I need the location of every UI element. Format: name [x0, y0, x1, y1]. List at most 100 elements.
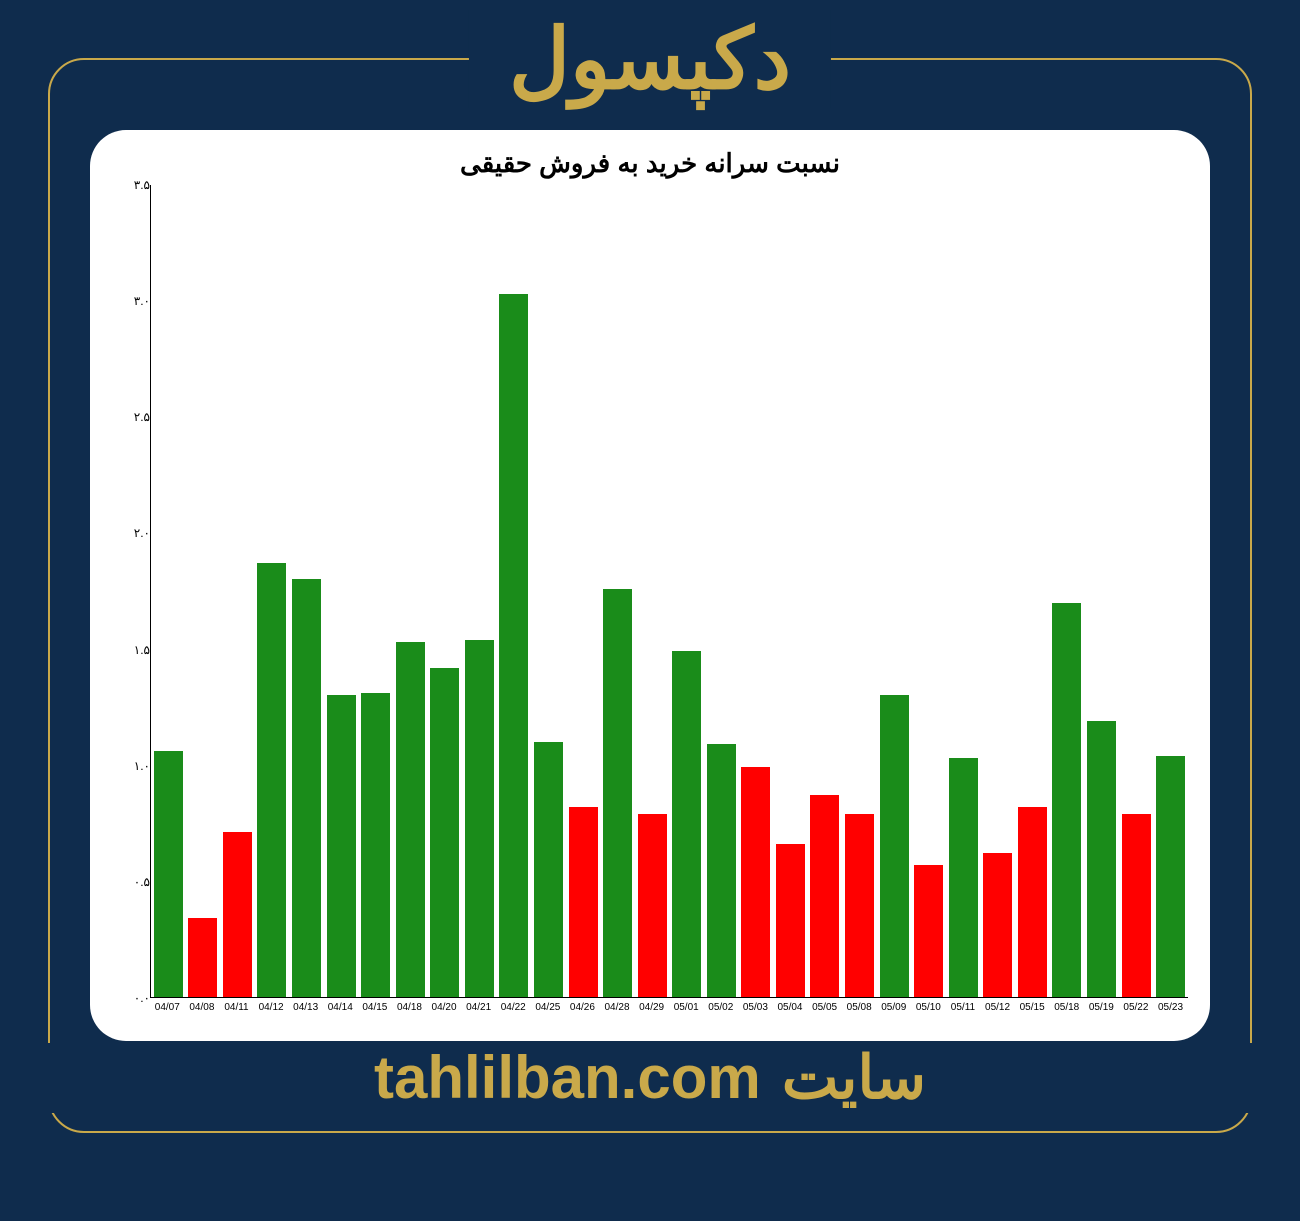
- chart-panel: نسبت سرانه خرید به فروش حقیقی ۰.۰ ۰.۵ ۱.۰ ۱…: [90, 130, 1210, 1041]
- y-tick: ۲.۵: [134, 410, 150, 424]
- bar-slot: [566, 185, 601, 997]
- plot-area: [150, 185, 1188, 998]
- footer: tahlilban.com سایت: [0, 1043, 1300, 1113]
- y-axis: ۰.۰۰.۵۱.۰۱.۵۲.۰۲.۵۳.۰۳.۵: [112, 185, 150, 998]
- bar: [1052, 603, 1081, 997]
- bar: [1087, 721, 1116, 997]
- x-tick: 05/04: [773, 998, 808, 1020]
- y-tick: ۰.۵: [134, 875, 150, 889]
- bar-slot: [635, 185, 670, 997]
- bar: [499, 294, 528, 997]
- y-tick: ۳.۵: [134, 178, 150, 192]
- x-tick: 04/21: [461, 998, 496, 1020]
- bar: [845, 814, 874, 997]
- bar-slot: [669, 185, 704, 997]
- bar-slot: [497, 185, 532, 997]
- x-tick: 04/07: [150, 998, 185, 1020]
- bar: [292, 579, 321, 997]
- bar-slot: [255, 185, 290, 997]
- bar: [603, 589, 632, 997]
- bar: [1156, 756, 1185, 997]
- footer-label: [765, 1044, 782, 1111]
- x-tick: 05/11: [946, 998, 981, 1020]
- x-tick: 04/14: [323, 998, 358, 1020]
- bar: [223, 832, 252, 997]
- chart-title: نسبت سرانه خرید به فروش حقیقی: [112, 148, 1188, 179]
- bar-slot: [1050, 185, 1085, 997]
- x-axis: 04/0704/0804/1104/1204/1304/1404/1504/18…: [150, 998, 1188, 1020]
- x-tick: 05/03: [738, 998, 773, 1020]
- bar: [396, 642, 425, 997]
- bar: [880, 695, 909, 997]
- bar-slot: [462, 185, 497, 997]
- x-tick: 04/13: [288, 998, 323, 1020]
- bar: [983, 853, 1012, 997]
- bar: [154, 751, 183, 997]
- x-tick: 04/22: [496, 998, 531, 1020]
- bar-slot: [1015, 185, 1050, 997]
- x-tick: 04/12: [254, 998, 289, 1020]
- x-tick: 04/28: [600, 998, 635, 1020]
- bar-slot: [186, 185, 221, 997]
- x-tick: 04/11: [219, 998, 254, 1020]
- y-tick: ۱.۰: [134, 759, 150, 773]
- footer-label-text: سایت: [782, 1044, 926, 1111]
- bar: [638, 814, 667, 997]
- y-tick: ۲.۰: [134, 526, 150, 540]
- bar-slot: [946, 185, 981, 997]
- x-tick: 04/15: [358, 998, 393, 1020]
- x-tick: 05/09: [876, 998, 911, 1020]
- bar-slot: [324, 185, 359, 997]
- bar: [707, 744, 736, 997]
- x-tick: 05/05: [807, 998, 842, 1020]
- x-tick: 04/20: [427, 998, 462, 1020]
- bar-slot: [877, 185, 912, 997]
- x-tick: 04/25: [531, 998, 566, 1020]
- x-tick: 05/01: [669, 998, 704, 1020]
- x-tick: 05/08: [842, 998, 877, 1020]
- y-tick: ۱.۵: [134, 643, 150, 657]
- bar-slot: [773, 185, 808, 997]
- x-tick: 04/26: [565, 998, 600, 1020]
- x-tick: 05/02: [704, 998, 739, 1020]
- bar: [361, 693, 390, 997]
- bar-slot: [600, 185, 635, 997]
- bar: [188, 918, 217, 997]
- y-tick: ۳.۰: [134, 294, 150, 308]
- bar-slot: [808, 185, 843, 997]
- bar-slot: [704, 185, 739, 997]
- header-title: دکپسول: [469, 10, 831, 108]
- bar: [569, 807, 598, 997]
- bar-slot: [220, 185, 255, 997]
- bar: [257, 563, 286, 997]
- bar-slot: [911, 185, 946, 997]
- bar: [465, 640, 494, 997]
- bar: [1018, 807, 1047, 997]
- bar: [534, 742, 563, 997]
- bar-slot: [531, 185, 566, 997]
- plot-wrap: ۰.۰۰.۵۱.۰۱.۵۲.۰۲.۵۳.۰۳.۵ 04/0704/0804/11…: [112, 185, 1188, 1020]
- bar: [914, 865, 943, 997]
- bar-slot: [842, 185, 877, 997]
- x-tick: 05/15: [1015, 998, 1050, 1020]
- x-tick: 04/18: [392, 998, 427, 1020]
- bar-slot: [1153, 185, 1188, 997]
- bar-slot: [981, 185, 1016, 997]
- y-tick: ۰.۰: [134, 991, 150, 1005]
- x-tick: 05/23: [1153, 998, 1188, 1020]
- bar-slot: [1119, 185, 1154, 997]
- bar-slot: [289, 185, 324, 997]
- bar: [430, 668, 459, 997]
- x-tick: 05/10: [911, 998, 946, 1020]
- bar-slot: [393, 185, 428, 997]
- bar: [741, 767, 770, 997]
- bar-slot: [151, 185, 186, 997]
- bar-slot: [428, 185, 463, 997]
- x-tick: 05/22: [1119, 998, 1154, 1020]
- bars-container: [151, 185, 1188, 997]
- x-tick: 04/08: [185, 998, 220, 1020]
- bar: [327, 695, 356, 997]
- bar: [1122, 814, 1151, 997]
- x-tick: 05/19: [1084, 998, 1119, 1020]
- bar-slot: [358, 185, 393, 997]
